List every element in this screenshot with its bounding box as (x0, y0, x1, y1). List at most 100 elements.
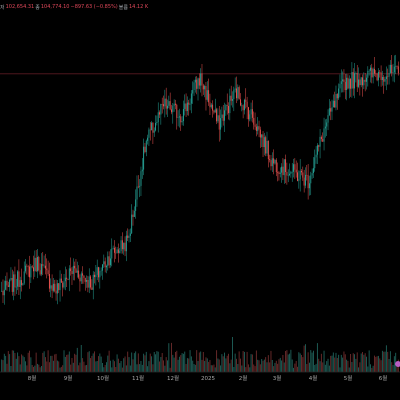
candle-body (298, 179, 300, 181)
volume-bar (80, 345, 82, 372)
volume-bar (108, 350, 110, 372)
candle-body (86, 280, 88, 282)
volume-bar (396, 366, 398, 372)
event-marker-icon[interactable] (395, 361, 400, 367)
volume-bar (127, 351, 129, 372)
candle-body (19, 280, 21, 287)
volume-bar (202, 352, 204, 372)
candle-body (318, 145, 320, 147)
candle-body (44, 265, 46, 269)
candle-body (221, 114, 223, 119)
volume-bar (331, 355, 333, 372)
candle-body (214, 109, 216, 113)
candle-body (285, 159, 287, 172)
volume-bar (136, 364, 138, 372)
candle-body (43, 265, 45, 267)
candle-body (180, 116, 182, 123)
volume-bar (379, 358, 381, 372)
candle-body (383, 77, 385, 82)
candle-body (396, 66, 398, 67)
volume-bar (137, 353, 139, 372)
volume-bar (366, 356, 367, 372)
volume-bar (220, 365, 222, 372)
candle-body (178, 116, 180, 118)
volume-bar (19, 364, 21, 372)
volume-bar (34, 365, 36, 372)
volume-bar (72, 362, 74, 372)
volume-bar (131, 352, 133, 372)
x-axis-label: 3월 (273, 374, 282, 382)
x-axis-label: 2월 (239, 374, 248, 382)
candle-body (315, 154, 317, 158)
volume-bar (139, 364, 141, 372)
candle-body (58, 283, 60, 291)
candle-body (62, 282, 64, 288)
candle-body (157, 112, 159, 122)
candle-body (344, 81, 346, 90)
candle-body (56, 283, 58, 294)
candle-body (336, 94, 338, 99)
volume-bar (334, 357, 336, 372)
candle-body (205, 86, 207, 100)
candle-body (301, 170, 302, 173)
volume-bar (383, 351, 385, 372)
volume-bar (149, 353, 151, 372)
volume-bar (198, 352, 200, 372)
volume-bar (63, 350, 65, 372)
candle-body (379, 71, 381, 73)
candle-body (177, 117, 179, 118)
volume-bar (359, 362, 361, 372)
candle-body (225, 105, 227, 111)
candle-body (169, 101, 171, 110)
volume-bar (388, 359, 390, 372)
volume-bar (78, 365, 80, 372)
volume-bar (31, 365, 33, 372)
volume-bar (68, 351, 70, 372)
candle-body (87, 280, 89, 288)
candle-body (279, 172, 281, 174)
volume-bar (233, 367, 235, 372)
candle-body (9, 279, 11, 287)
candle-body (381, 77, 383, 80)
candle-body (60, 278, 62, 283)
volume-bar (338, 354, 340, 372)
volume-bar (225, 358, 227, 372)
candle-body (320, 136, 322, 139)
candle-body (281, 166, 283, 173)
volume-bar (163, 360, 164, 372)
volume-bar (224, 352, 226, 372)
volume-bar (363, 354, 365, 372)
candle-body (343, 79, 345, 82)
volume-bar (189, 350, 191, 372)
candle-body (11, 278, 13, 292)
candle-body (23, 271, 25, 284)
x-axis-label: 12월 (167, 374, 179, 382)
candle-body (42, 264, 44, 266)
volume-bar (271, 360, 273, 372)
candle-body (367, 71, 369, 78)
candle-body (172, 105, 174, 113)
candle-body (64, 277, 66, 282)
x-axis-label: 8월 (28, 374, 37, 382)
candle-body (376, 73, 378, 81)
volume-bar (59, 367, 61, 372)
volume-bar (117, 358, 119, 372)
candle-body (393, 66, 395, 73)
volume-bar (312, 350, 314, 372)
volume-bar (315, 363, 317, 372)
candle-body (59, 278, 61, 291)
candle-body (1, 290, 3, 292)
candle-body (275, 159, 277, 173)
volume-bar (360, 353, 362, 372)
candle-body (241, 105, 243, 106)
candle-body (50, 285, 52, 289)
candle-body (351, 72, 353, 89)
volume-bar (193, 364, 195, 372)
candle-body (29, 266, 30, 278)
volume-bar (128, 357, 130, 372)
candle-body (299, 170, 301, 180)
candle-body (194, 79, 196, 83)
volume-bar (100, 356, 102, 372)
